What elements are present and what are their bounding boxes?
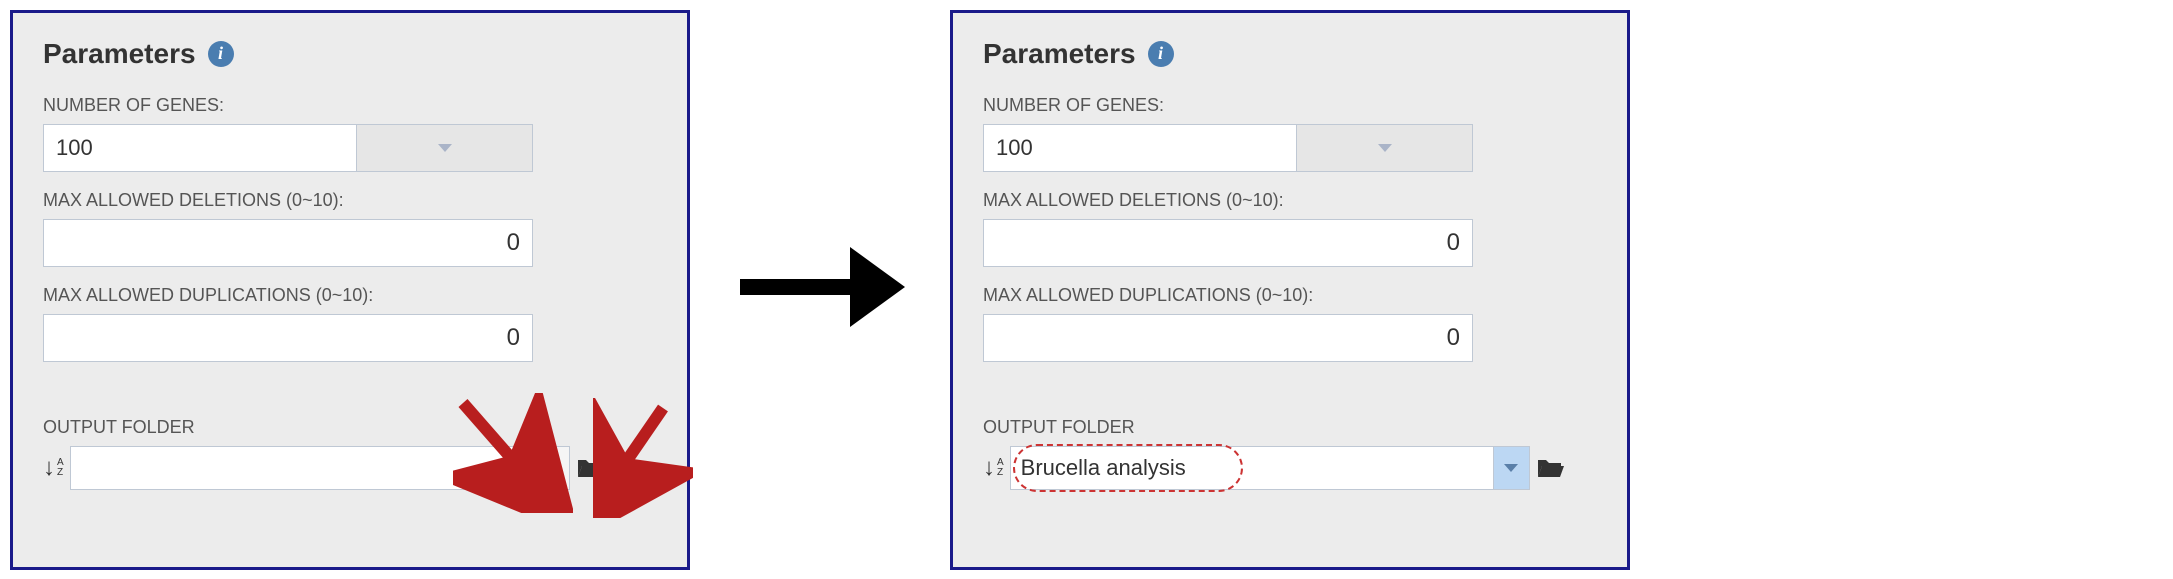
num-genes-dropdown-button[interactable] — [357, 124, 533, 172]
max-duplications-label: MAX ALLOWED DUPLICATIONS (0~10): — [43, 285, 657, 306]
num-genes-label: NUMBER OF GENES: — [983, 95, 1597, 116]
caret-down-icon — [438, 144, 452, 152]
transition-arrow-icon — [730, 227, 910, 352]
output-folder-row: ↓AZ — [983, 446, 1597, 490]
num-genes-dropdown-button[interactable] — [1297, 124, 1473, 172]
num-genes-label: NUMBER OF GENES: — [43, 95, 657, 116]
sort-az-icon[interactable]: ↓AZ — [43, 456, 64, 480]
output-folder-input[interactable] — [71, 447, 533, 489]
output-folder-label: OUTPUT FOLDER — [983, 417, 1597, 438]
num-genes-combo[interactable] — [983, 124, 1473, 172]
output-folder-input[interactable] — [1011, 447, 1493, 489]
info-icon[interactable]: i — [1148, 41, 1174, 67]
folder-open-icon[interactable] — [1536, 455, 1566, 481]
max-deletions-label: MAX ALLOWED DELETIONS (0~10): — [43, 190, 657, 211]
output-folder-dropdown-button[interactable] — [533, 447, 569, 489]
num-genes-input[interactable] — [983, 124, 1297, 172]
output-folder-label: OUTPUT FOLDER — [43, 417, 657, 438]
caret-down-icon — [544, 464, 558, 472]
caret-down-icon — [1378, 144, 1392, 152]
caret-down-icon — [1504, 464, 1518, 472]
output-folder-select[interactable] — [70, 446, 570, 490]
max-duplications-label: MAX ALLOWED DUPLICATIONS (0~10): — [983, 285, 1597, 306]
folder-open-icon[interactable] — [576, 455, 606, 481]
diagram-root: Parameters i NUMBER OF GENES: MAX ALLOWE… — [0, 0, 2173, 579]
panel-title: Parameters — [983, 38, 1136, 70]
output-folder-row: ↓AZ — [43, 446, 657, 490]
panel-header: Parameters i — [43, 38, 657, 70]
max-deletions-input[interactable] — [983, 219, 1473, 267]
output-folder-dropdown-button[interactable] — [1493, 447, 1529, 489]
info-icon[interactable]: i — [208, 41, 234, 67]
parameters-panel-after: Parameters i NUMBER OF GENES: MAX ALLOWE… — [950, 10, 1630, 570]
max-deletions-label: MAX ALLOWED DELETIONS (0~10): — [983, 190, 1597, 211]
num-genes-input[interactable] — [43, 124, 357, 172]
num-genes-combo[interactable] — [43, 124, 533, 172]
output-folder-select[interactable] — [1010, 446, 1530, 490]
max-duplications-input[interactable] — [983, 314, 1473, 362]
sort-az-icon[interactable]: ↓AZ — [983, 456, 1004, 480]
panel-header: Parameters i — [983, 38, 1597, 70]
max-duplications-input[interactable] — [43, 314, 533, 362]
panel-title: Parameters — [43, 38, 196, 70]
max-deletions-input[interactable] — [43, 219, 533, 267]
parameters-panel-before: Parameters i NUMBER OF GENES: MAX ALLOWE… — [10, 10, 690, 570]
